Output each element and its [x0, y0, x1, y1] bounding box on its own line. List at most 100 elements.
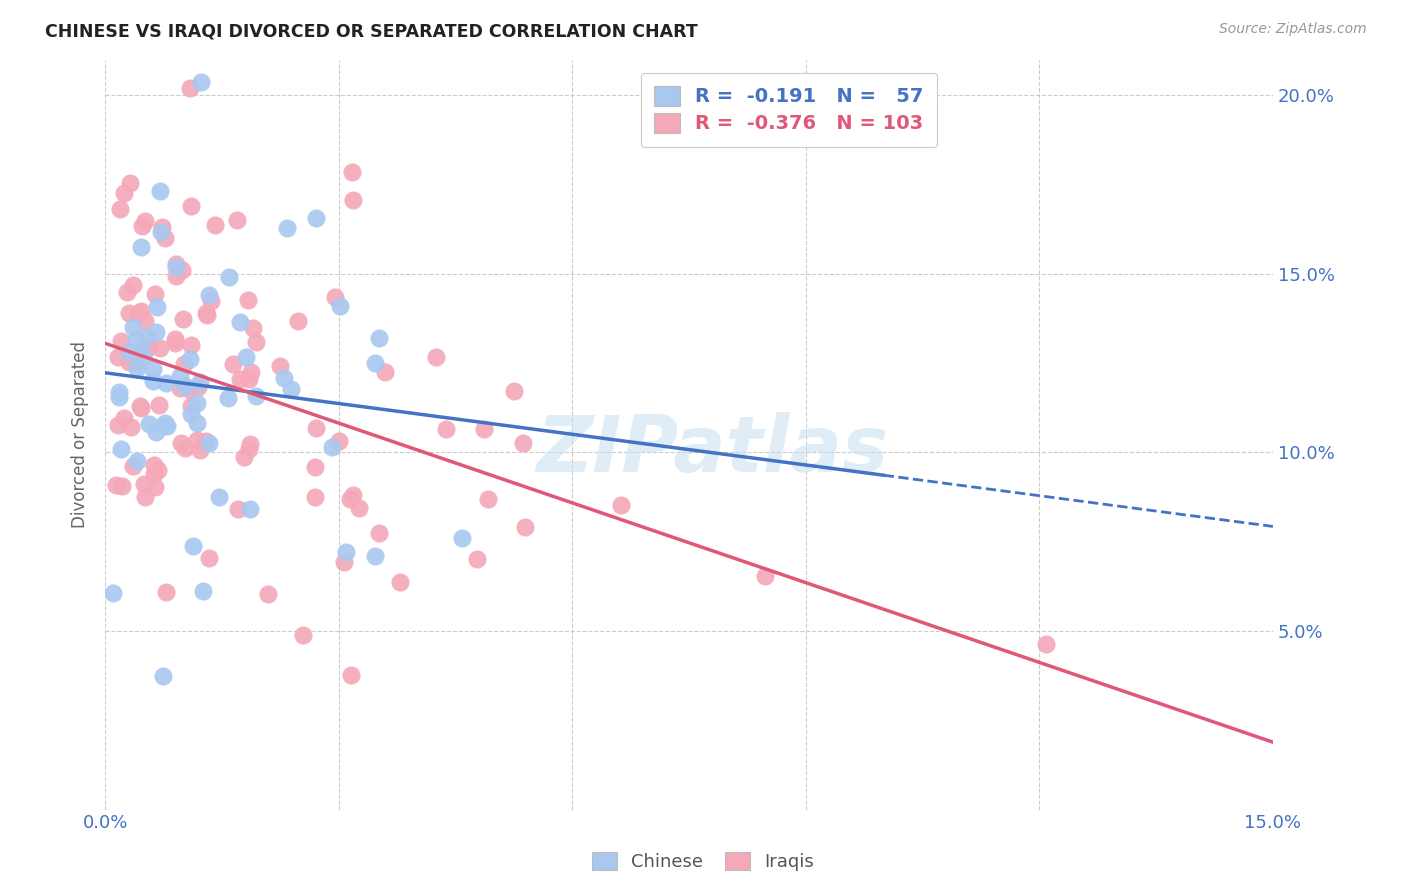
Point	[155, 585, 177, 599]
Point	[204, 218, 226, 232]
Point	[129, 240, 152, 254]
Point	[129, 399, 152, 413]
Point	[134, 490, 156, 504]
Point	[373, 365, 395, 379]
Point	[287, 314, 309, 328]
Point	[145, 425, 167, 440]
Point	[107, 417, 129, 432]
Point	[152, 669, 174, 683]
Point	[472, 421, 495, 435]
Point	[222, 357, 245, 371]
Point	[239, 501, 262, 516]
Point	[129, 401, 152, 416]
Point	[107, 390, 129, 404]
Point	[132, 349, 155, 363]
Point	[165, 257, 187, 271]
Text: CHINESE VS IRAQI DIVORCED OR SEPARATED CORRELATION CHART: CHINESE VS IRAQI DIVORCED OR SEPARATED C…	[45, 22, 697, 40]
Point	[115, 285, 138, 300]
Point	[273, 371, 295, 385]
Point	[180, 408, 202, 422]
Point	[269, 359, 291, 373]
Point	[207, 490, 229, 504]
Point	[138, 340, 160, 354]
Point	[149, 184, 172, 198]
Point	[142, 374, 165, 388]
Point	[187, 379, 209, 393]
Point	[512, 435, 534, 450]
Point	[103, 586, 125, 600]
Point	[148, 398, 170, 412]
Point	[149, 341, 172, 355]
Point	[127, 361, 149, 376]
Point	[339, 492, 361, 507]
Point	[1035, 638, 1057, 652]
Point	[145, 300, 167, 314]
Point	[434, 422, 457, 436]
Point	[118, 306, 141, 320]
Point	[143, 286, 166, 301]
Point	[120, 177, 142, 191]
Legend: R =  -0.191   N =   57, R =  -0.376   N = 103: R = -0.191 N = 57, R = -0.376 N = 103	[641, 73, 936, 146]
Point	[238, 442, 260, 456]
Point	[236, 293, 259, 308]
Point	[105, 478, 128, 492]
Point	[120, 419, 142, 434]
Point	[425, 351, 447, 365]
Point	[172, 311, 194, 326]
Point	[197, 288, 219, 302]
Point	[179, 383, 201, 397]
Point	[256, 586, 278, 600]
Point	[153, 417, 176, 431]
Point	[128, 343, 150, 357]
Point	[342, 194, 364, 208]
Point	[292, 628, 315, 642]
Point	[229, 315, 252, 329]
Point	[132, 477, 155, 491]
Point	[328, 434, 350, 448]
Point	[368, 525, 391, 540]
Point	[179, 81, 201, 95]
Point	[754, 569, 776, 583]
Point	[180, 399, 202, 413]
Point	[169, 369, 191, 384]
Point	[118, 355, 141, 369]
Point	[305, 421, 328, 435]
Point	[142, 361, 165, 376]
Point	[342, 488, 364, 502]
Point	[186, 433, 208, 447]
Point	[179, 352, 201, 367]
Point	[304, 491, 326, 505]
Point	[389, 575, 412, 590]
Point	[107, 384, 129, 399]
Point	[239, 437, 262, 451]
Text: ZIPatlas: ZIPatlas	[536, 411, 889, 488]
Point	[239, 365, 262, 379]
Point	[145, 325, 167, 339]
Point	[609, 498, 631, 512]
Point	[148, 463, 170, 477]
Point	[340, 668, 363, 682]
Point	[195, 306, 218, 320]
Point	[169, 381, 191, 395]
Point	[329, 299, 352, 313]
Point	[134, 343, 156, 357]
Point	[150, 225, 173, 239]
Point	[218, 270, 240, 285]
Point	[122, 459, 145, 474]
Point	[108, 202, 131, 216]
Point	[190, 75, 212, 89]
Point	[180, 337, 202, 351]
Point	[166, 260, 188, 274]
Point	[364, 549, 387, 564]
Point	[111, 479, 134, 493]
Point	[150, 219, 173, 234]
Point	[245, 334, 267, 349]
Point	[165, 335, 187, 350]
Point	[127, 306, 149, 320]
Point	[117, 345, 139, 359]
Point	[367, 331, 389, 345]
Point	[335, 544, 357, 558]
Point	[170, 435, 193, 450]
Point	[165, 268, 187, 283]
Point	[186, 417, 208, 431]
